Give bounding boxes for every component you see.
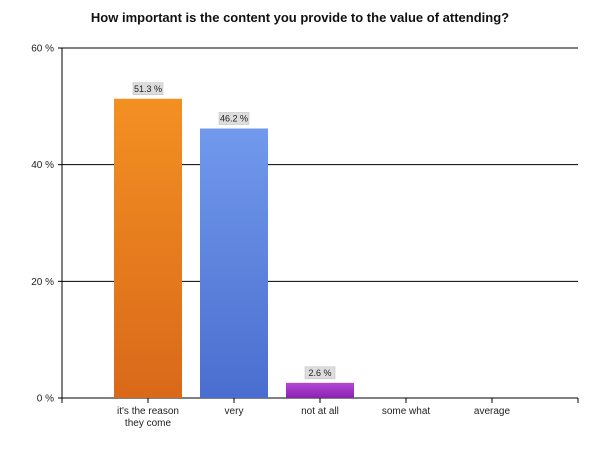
x-tick-label: average [474,406,511,417]
y-tick-label: 40 % [31,160,54,171]
y-tick-label: 60 % [31,44,54,55]
x-tick-label: not at all [301,406,339,417]
data-label: 46.2 % [220,114,248,124]
x-tick-label: they come [125,418,172,429]
x-tick-label: some what [382,406,431,417]
y-tick-label: 20 % [31,277,54,288]
data-label: 51.3 % [134,84,162,94]
bar[interactable] [200,128,268,399]
data-label: 2.6 % [308,368,331,378]
data-label-box [304,366,336,380]
data-label-box [218,112,250,125]
x-tick-label: very [225,406,244,417]
data-label-box [132,82,164,95]
bar[interactable] [286,382,354,398]
y-tick-label: 0 % [37,394,54,405]
chart-title: How important is the content you provide… [90,10,510,25]
bar[interactable] [114,98,182,398]
x-tick-label: it's the reason [117,406,179,417]
